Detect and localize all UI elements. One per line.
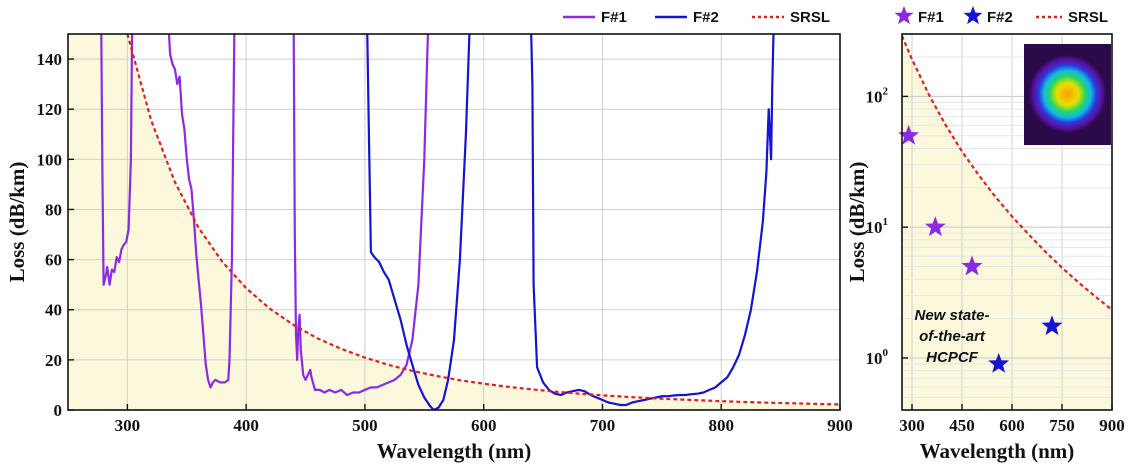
series-f1-line — [167, 34, 236, 389]
legend-label: F#1 — [918, 9, 944, 26]
srsl-shaded-region — [902, 35, 1112, 410]
x-tick-label: 600 — [471, 416, 497, 435]
y-tick-label: 140 — [37, 50, 63, 69]
y-tick-label: 102 — [866, 85, 889, 106]
side-chart: New state-of-the-art HCPCF 300 450 600 750 900… — [845, 6, 1125, 463]
inset-mode-spot — [1028, 55, 1107, 133]
y-tick-exponent: 1 — [883, 216, 889, 228]
series-f2-line — [366, 34, 471, 410]
y-tick-label: 120 — [37, 100, 63, 119]
y-tick-base: 10 — [866, 87, 883, 106]
star-point-f1 — [961, 255, 983, 276]
series-srsl-line — [902, 35, 1112, 311]
y-tick-base: 10 — [866, 218, 883, 237]
legend-star-f1 — [894, 6, 914, 25]
x-tick-label: 500 — [352, 416, 378, 435]
legend: F#1 F#2 SRSL — [894, 6, 1108, 26]
legend-label: SRSL — [790, 9, 830, 26]
series-group — [100, 34, 840, 410]
y-axis-label: Loss (dB/km) — [845, 162, 869, 283]
y-tick-label: 0 — [54, 401, 63, 420]
legend-label: SRSL — [1068, 9, 1108, 26]
y-tick-base: 10 — [866, 349, 883, 368]
y-tick-label: 80 — [45, 200, 62, 219]
annotation-text: of-the-art — [919, 328, 986, 345]
x-tick-label: 300 — [115, 416, 141, 435]
main-chart: 300 400 500 600 700 800 900 0 20 40 60 80 100 120 140 W… — [5, 9, 853, 463]
series-f2-line — [530, 34, 775, 407]
x-tick-label: 400 — [233, 416, 259, 435]
series-f1-line — [100, 34, 134, 286]
y-tick-label: 101 — [866, 216, 889, 237]
y-axis-label: Loss (dB/km) — [5, 162, 29, 283]
x-tick-label: 900 — [1099, 416, 1125, 435]
srsl-shaded-region — [68, 34, 840, 410]
series-f1-line — [292, 34, 429, 397]
x-tick-label: 750 — [1049, 416, 1075, 435]
x-tick-label: 450 — [949, 416, 975, 435]
star-point-f2 — [988, 352, 1010, 373]
star-point-f1 — [924, 216, 946, 237]
x-tick-label: 300 — [899, 416, 925, 435]
y-tick-exponent: 2 — [883, 85, 889, 97]
y-tick-label: 20 — [45, 351, 62, 370]
x-axis-label: Wavelength (nm) — [920, 439, 1075, 463]
x-axis-label: Wavelength (nm) — [377, 439, 532, 463]
legend-label: F#2 — [987, 9, 1013, 26]
legend-label: F#1 — [601, 9, 627, 26]
plot-frame — [67, 33, 841, 411]
y-tick-label: 40 — [45, 301, 62, 320]
legend-label: F#2 — [693, 9, 719, 26]
plot-frame — [901, 33, 1113, 411]
legend: F#1 F#2 SRSL — [563, 9, 830, 26]
star-point-f2 — [1041, 315, 1063, 336]
legend-star-f2 — [963, 6, 983, 25]
annotation-text: New state- — [914, 307, 989, 324]
x-tick-label: 700 — [590, 416, 616, 435]
y-tick-label: 100 — [866, 347, 889, 368]
y-tick-label: 100 — [37, 150, 63, 169]
y-tick-label: 60 — [45, 251, 62, 270]
y-tick-exponent: 0 — [883, 347, 889, 359]
x-tick-label: 800 — [708, 416, 734, 435]
x-tick-label: 600 — [999, 416, 1025, 435]
star-point-f1 — [898, 124, 920, 145]
x-tick-label: 900 — [827, 416, 853, 435]
annotation-text: HCPCF — [926, 349, 979, 366]
